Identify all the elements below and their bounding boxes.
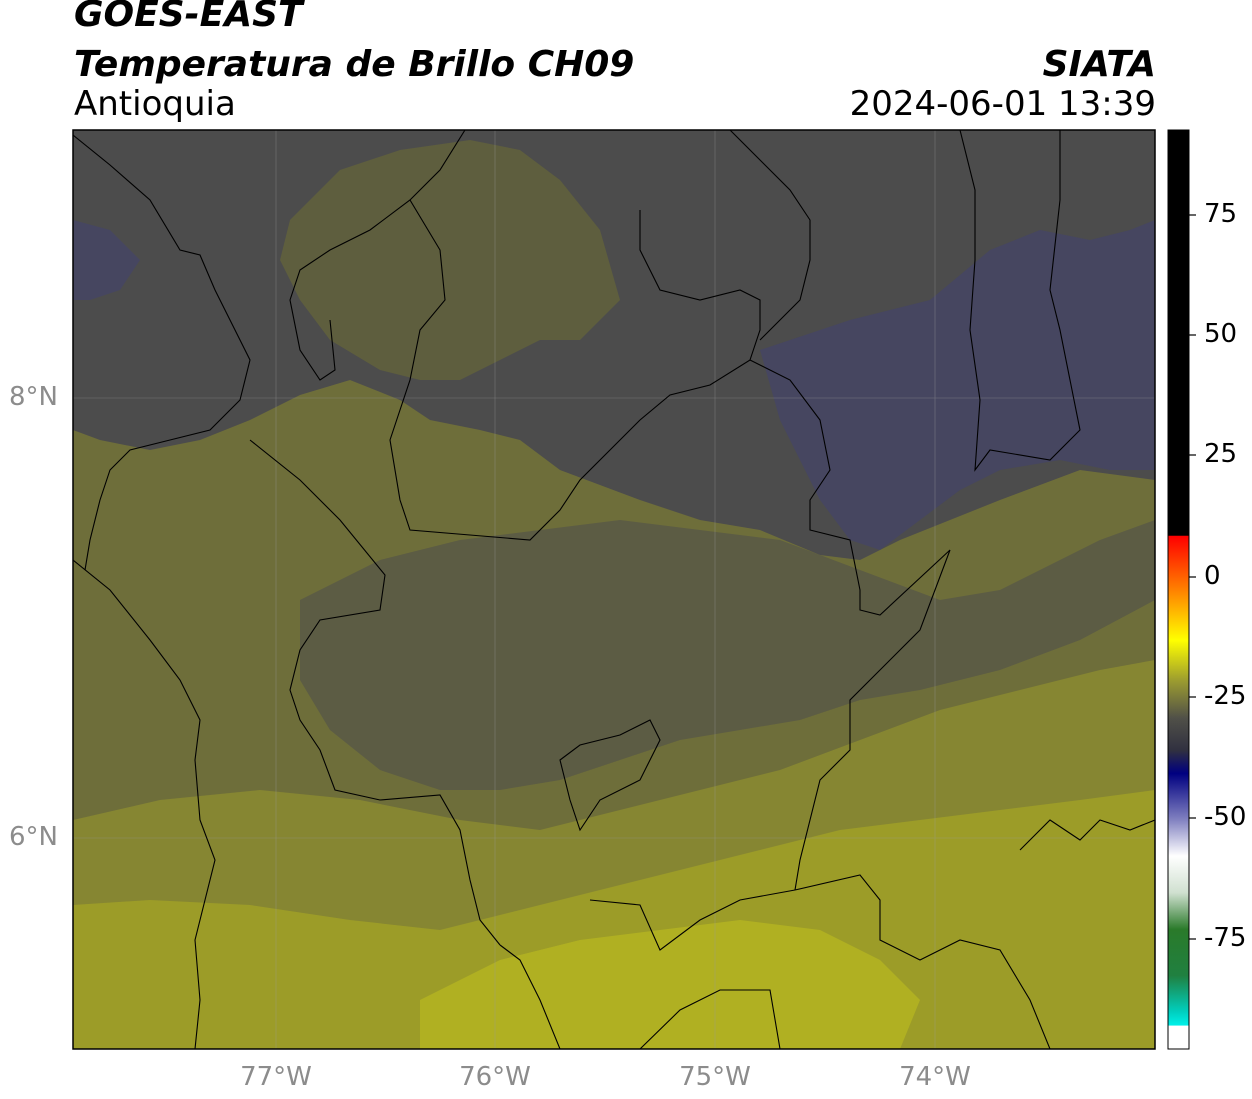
lat-label-8n: 8°N	[9, 382, 58, 412]
title-region: Antioquia	[74, 84, 236, 124]
lon-label-77w: 77°W	[240, 1062, 312, 1092]
dept-south-3	[589, 889, 796, 951]
boundaries	[73, 130, 1155, 1049]
field-olive-north	[280, 140, 620, 380]
title-datetime: 2024-06-01 13:39	[849, 84, 1156, 124]
lon-label-76w: 76°W	[459, 1062, 531, 1092]
map-border	[72, 129, 1156, 1050]
colorbar-tick-0: 0	[1204, 561, 1221, 591]
dept-southeast	[1019, 819, 1155, 851]
coastline-gulf	[289, 130, 466, 381]
dept-cesar	[959, 130, 1081, 472]
dept-medellin	[559, 719, 661, 832]
coastline-uraba	[73, 134, 251, 571]
field-cold-cloud	[760, 220, 1155, 550]
dept-antioquia-north	[389, 199, 951, 616]
dept-cordoba-sucre	[729, 130, 811, 341]
colorbar-tick-75: 75	[1204, 199, 1238, 229]
coastline-pacific	[73, 559, 216, 1049]
field-cold-cloud-west	[73, 220, 140, 300]
dept-bolivar	[639, 210, 761, 361]
dept-south-1	[794, 874, 1051, 1049]
field-gray-olive	[300, 520, 1155, 790]
lon-label-74w: 74°W	[899, 1062, 971, 1092]
dept-south-4	[639, 989, 781, 1049]
colorbar-tick-minus25: -25	[1204, 681, 1247, 711]
dept-antioquia-west	[249, 439, 501, 946]
field-bright-yellow	[420, 920, 920, 1049]
brightness-temperature-field	[73, 130, 1155, 1049]
title-product: Temperatura de Brillo CH09	[74, 44, 635, 85]
title-agency: SIATA	[1042, 44, 1156, 85]
title-satellite: GOES-EAST	[74, 0, 303, 35]
colorbar-tick-minus75: -75	[1204, 923, 1247, 953]
colorbar	[1167, 129, 1196, 1050]
colorbar-tick-50: 50	[1204, 319, 1238, 349]
lon-label-75w: 75°W	[679, 1062, 751, 1092]
dept-south-2	[499, 944, 561, 1049]
lat-label-6n: 6°N	[9, 822, 58, 852]
dept-antioquia-east	[794, 549, 951, 891]
colorbar-tick-25: 25	[1204, 439, 1238, 469]
graticule	[73, 130, 1155, 1049]
colorbar-tick-minus50: -50	[1204, 802, 1247, 832]
